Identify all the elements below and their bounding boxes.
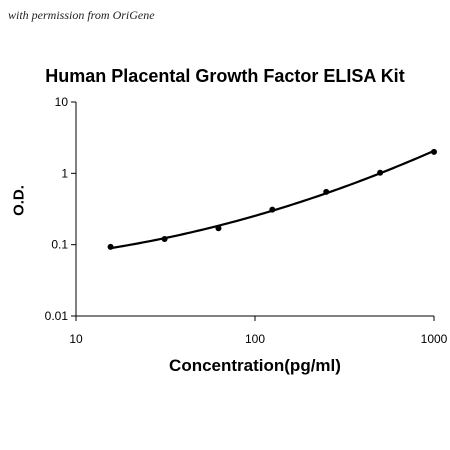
- data-point: [431, 148, 437, 155]
- watermark-text: with permission from OriGene: [8, 8, 155, 22]
- data-point: [323, 188, 330, 195]
- data-points-layer: [107, 148, 437, 250]
- x-tick-label: 1000: [421, 332, 448, 346]
- data-point: [215, 225, 222, 232]
- tick-labels-layer: 0.01 0.1 1 10 10 100 1000: [45, 95, 448, 346]
- data-point: [377, 169, 384, 176]
- chart-title: Human Placental Growth Factor ELISA Kit: [45, 66, 405, 86]
- y-tick-label: 0.01: [45, 309, 69, 323]
- x-axis-label: Concentration(pg/ml): [169, 356, 341, 375]
- fit-curve-layer: [110, 149, 435, 250]
- data-point: [107, 243, 114, 250]
- x-tick-label: 10: [69, 332, 83, 346]
- y-tick-label: 10: [55, 95, 69, 109]
- y-tick-label: 1: [61, 166, 68, 180]
- axes: [71, 101, 435, 321]
- data-point: [269, 206, 276, 213]
- fit-curve: [110, 149, 435, 250]
- data-point: [161, 236, 168, 243]
- x-tick-label: 100: [245, 332, 265, 346]
- y-tick-label: 0.1: [51, 238, 68, 252]
